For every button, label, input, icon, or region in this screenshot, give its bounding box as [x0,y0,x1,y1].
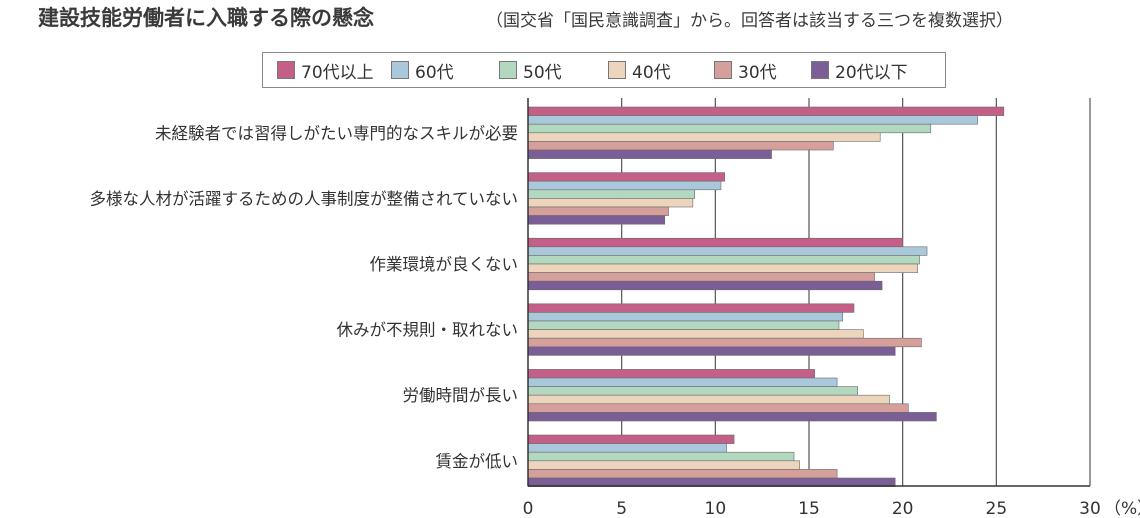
legend-item-60s: 60代 [391,59,454,83]
bar [527,198,694,208]
bar [527,329,864,339]
x-tick-label: 0 [523,499,534,518]
legend-swatch-50s [499,61,517,79]
x-tick-label: 10 [705,499,727,518]
bar [527,280,883,291]
bar [527,149,772,159]
bar [527,132,881,142]
x-tick-label: 5 [616,499,627,518]
category-label: 賃金が低い [436,452,519,471]
legend-item-50s: 50代 [499,59,562,83]
bar [527,403,909,413]
legend-label-60s: 60代 [415,62,454,83]
category-label: 休みが不規則・取れない [337,321,519,340]
legend-label-70s-plus: 70代以上 [301,62,374,83]
chart-title: 建設技能労働者に入職する際の懸念 [38,6,374,30]
bar [527,189,696,199]
legend-label-30s: 30代 [738,62,777,83]
legend-label-20s-under: 20代以下 [835,62,908,83]
category-label: 作業環境が良くない [370,255,519,274]
bar [527,263,918,273]
x-tick-label: 25 [986,499,1008,518]
bar [527,115,978,125]
bar [527,320,840,330]
x-tick-label: 15 [798,499,820,518]
bar [527,172,725,182]
legend-swatch-60s [391,61,409,79]
category-label: 多様な人材が活躍するための人事制度が整備されていない [89,189,518,208]
bar [527,377,838,387]
bar [527,141,834,151]
legend-swatch-20s-under [811,61,829,79]
bar [527,443,727,453]
chart-subtitle: （国交省「国民意識調査」から。回答者は該当する三つを複数選択） [486,11,1013,31]
bar [527,215,666,225]
legend-item-30s: 30代 [714,59,777,83]
x-tick-label: 20 [892,499,914,518]
bar [527,369,815,379]
bar [527,237,903,248]
bar [527,469,838,479]
bar [527,412,937,422]
legend-swatch-40s [608,61,626,79]
bar [527,206,669,216]
bar [527,346,896,356]
legend-swatch-30s [714,61,732,79]
bar [527,106,1005,116]
x-unit-label: （%） [1104,499,1140,518]
x-tick-label: 30 [1079,499,1101,518]
bar [527,337,922,348]
category-label: 労働時間が長い [403,386,519,405]
bar [527,312,844,322]
bar [527,180,722,191]
legend: 70代以上 60代 50代 40代 30代 20代以下 [262,52,946,88]
bar [527,386,859,396]
bar [527,460,800,470]
bar [527,394,890,405]
legend-item-70s-plus: 70代以上 [277,59,374,83]
bar [527,255,920,265]
bar [527,434,735,444]
legend-item-20s-under: 20代以下 [811,59,908,83]
legend-label-40s: 40代 [632,62,671,83]
bar [527,123,932,134]
legend-label-50s: 50代 [523,62,562,83]
category-label: 未経験者では習得しがたい専門的なスキルが必要 [155,124,518,143]
bar [527,451,795,462]
bar [527,246,928,256]
bar [527,272,875,282]
bar [527,303,855,313]
legend-swatch-70s-plus [277,61,295,79]
legend-item-40s: 40代 [608,59,671,83]
